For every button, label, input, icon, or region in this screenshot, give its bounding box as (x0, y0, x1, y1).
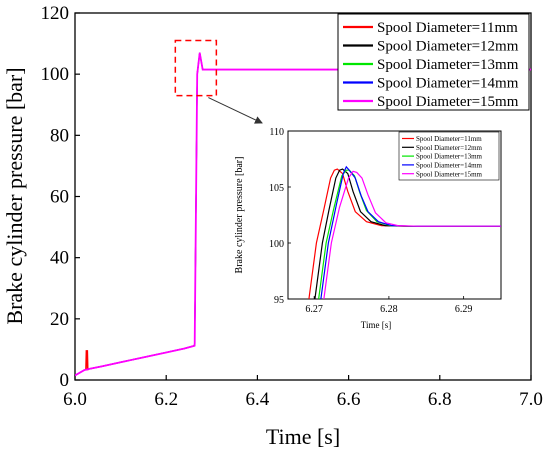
zoom-arrow (208, 97, 263, 124)
inset-series-line-14mm (320, 165, 501, 299)
main-y-tick-label: 40 (50, 248, 69, 269)
main-y-axis-label: Brake cylinder pressure [bar] (2, 67, 27, 324)
inset-x-axis-ticks: 6.27 6.28 6.29 (305, 296, 472, 315)
inset-legend-label: Spool Diameter=13mm (416, 153, 483, 161)
main-y-tick-label: 60 (50, 187, 69, 208)
main-x-tick-label: 6.4 (246, 389, 270, 410)
main-series-11mm-spike (85, 350, 89, 371)
inset-plot: 95 100 105 110 6.27 6.28 6.29 Time [s] Brake … (234, 127, 502, 330)
main-y-tick-label: 20 (50, 309, 69, 330)
main-x-tick-label: 6.6 (337, 389, 361, 410)
main-legend-label: Spool Diameter=13mm (377, 57, 519, 73)
main-y-tick-label: 100 (41, 64, 70, 85)
main-y-tick-label: 120 (41, 3, 70, 24)
inset-legend-label: Spool Diameter=12mm (416, 144, 483, 152)
inset-series-group (308, 165, 501, 299)
main-x-axis-label: Time [s] (266, 424, 340, 449)
main-y-axis-ticks: 0 20 40 60 80 100 120 (41, 3, 80, 391)
inset-legend-label: Spool Diameter=11mm (416, 135, 482, 143)
inset-y-tick-label: 95 (274, 295, 284, 306)
main-legend-label: Spool Diameter=14mm (377, 76, 519, 92)
main-x-tick-label: 6.2 (154, 389, 178, 410)
inset-legend-label: Spool Diameter=15mm (416, 170, 483, 178)
main-x-tick-label: 7.0 (519, 389, 543, 410)
main-legend-label: Spool Diameter=11mm (377, 20, 518, 36)
inset-y-tick-label: 100 (269, 239, 284, 250)
inset-x-tick-label: 6.27 (305, 304, 323, 315)
zoom-region-box (174, 39, 218, 97)
main-plot: 0 20 40 60 80 100 120 6.0 6.2 6.4 6.6 6.8 7.0 Time … (2, 3, 543, 449)
inset-x-tick-label: 6.28 (380, 304, 398, 315)
main-x-tick-label: 6.0 (63, 389, 87, 410)
main-x-tick-label: 6.8 (428, 389, 452, 410)
inset-y-axis-ticks: 95 100 105 110 (269, 127, 291, 306)
inset-y-tick-label: 110 (269, 127, 284, 138)
inset-series-line-11mm (308, 168, 501, 299)
inset-series-line-15mm (323, 170, 501, 299)
inset-x-tick-label: 6.29 (455, 304, 473, 315)
main-legend-label: Spool Diameter=15mm (377, 94, 519, 110)
inset-legend-box (398, 131, 500, 181)
main-series-line-15mm (75, 52, 531, 377)
main-y-tick-label: 0 (60, 370, 70, 391)
main-legend-label: Spool Diameter=12mm (377, 39, 519, 55)
main-y-tick-label: 80 (50, 125, 69, 146)
inset-legend-label: Spool Diameter=14mm (416, 162, 483, 170)
inset-x-axis-label: Time [s] (361, 320, 391, 330)
inset-y-axis-label: Brake cylinder pressure [bar] (234, 157, 245, 274)
main-series-group (75, 52, 531, 377)
inset-series-line-12mm (314, 168, 501, 299)
main-x-axis-ticks: 6.0 6.2 6.4 6.6 6.8 7.0 (63, 375, 543, 410)
inset-y-tick-label: 105 (269, 183, 284, 194)
main-legend-box (337, 13, 530, 111)
main-legend: Spool Diameter=11mm Spool Diameter=12mm Sp… (337, 13, 530, 111)
